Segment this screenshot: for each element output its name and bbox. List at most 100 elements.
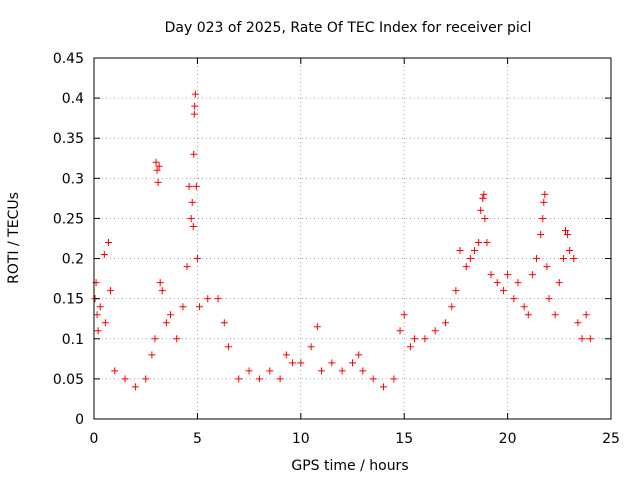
data-point	[220, 319, 228, 327]
data-point	[162, 319, 170, 327]
data-point	[493, 279, 501, 287]
data-point	[380, 383, 388, 391]
x-tick-label: 5	[193, 431, 202, 447]
data-point	[195, 303, 203, 311]
data-point	[574, 319, 582, 327]
data-point	[396, 327, 404, 335]
data-point	[214, 295, 222, 303]
data-point	[390, 375, 398, 383]
data-point	[187, 214, 195, 222]
data-point	[566, 247, 574, 255]
y-tick-label: 0.35	[53, 131, 84, 147]
data-point	[188, 198, 196, 206]
data-point	[541, 190, 549, 198]
data-point	[104, 239, 112, 247]
data-point	[204, 295, 212, 303]
y-tick-label: 0	[75, 412, 84, 428]
data-point	[578, 335, 586, 343]
grid-lines	[94, 58, 611, 419]
x-tick-label: 15	[395, 431, 413, 447]
data-point	[551, 311, 559, 319]
data-point	[570, 255, 578, 263]
data-point	[307, 343, 315, 351]
data-point	[540, 198, 548, 206]
data-point	[448, 303, 456, 311]
data-point	[167, 311, 175, 319]
data-point	[179, 303, 187, 311]
data-point	[191, 90, 199, 98]
data-point	[510, 295, 518, 303]
data-point	[101, 319, 109, 327]
data-point	[111, 367, 119, 375]
data-point	[559, 255, 567, 263]
data-point	[582, 311, 590, 319]
data-point	[155, 162, 163, 170]
data-point	[406, 343, 414, 351]
data-point	[586, 335, 594, 343]
x-tick-label: 25	[602, 431, 620, 447]
data-point	[153, 166, 161, 174]
data-point	[224, 343, 232, 351]
x-tick-label: 0	[90, 431, 99, 447]
data-point	[190, 150, 198, 158]
data-point	[456, 247, 464, 255]
data-point	[131, 383, 139, 391]
data-point	[562, 226, 570, 234]
data-point	[189, 222, 197, 230]
y-tick-label: 0.45	[53, 51, 84, 67]
data-point	[190, 110, 198, 118]
data-point	[514, 279, 522, 287]
data-point	[193, 255, 201, 263]
y-tick-label: 0.2	[62, 252, 84, 268]
data-point	[431, 327, 439, 335]
data-point	[466, 255, 474, 263]
data-point	[480, 190, 488, 198]
data-point	[266, 367, 274, 375]
data-point	[276, 375, 284, 383]
plot-frame	[93, 57, 612, 420]
data-point	[289, 359, 297, 367]
y-tick-label: 0.15	[53, 292, 84, 308]
data-point	[313, 323, 321, 331]
data-point	[355, 351, 363, 359]
axes	[93, 57, 612, 420]
data-point	[483, 239, 491, 247]
data-point	[533, 255, 541, 263]
data-point	[477, 206, 485, 214]
data-point	[183, 263, 191, 271]
data-point	[359, 367, 367, 375]
data-point	[499, 287, 507, 295]
data-points	[91, 90, 594, 391]
data-point	[192, 182, 200, 190]
data-point	[328, 359, 336, 367]
x-tick-label: 20	[499, 431, 517, 447]
x-tick-label: 10	[292, 431, 310, 447]
data-point	[442, 319, 450, 327]
y-tick-label: 0.4	[62, 91, 84, 107]
data-point	[479, 194, 487, 202]
chart-title: Day 023 of 2025, Rate Of TEC Index for r…	[165, 20, 532, 36]
data-point	[471, 247, 479, 255]
data-point	[94, 327, 102, 335]
data-point	[121, 375, 129, 383]
data-point	[411, 335, 419, 343]
data-point	[96, 303, 104, 311]
data-point	[504, 271, 512, 279]
data-point	[421, 335, 429, 343]
data-point	[235, 375, 243, 383]
data-point	[564, 230, 572, 238]
y-axis-label: ROTI / TECUs	[6, 192, 22, 284]
data-point	[528, 271, 536, 279]
data-point	[154, 178, 162, 186]
data-point	[349, 359, 356, 367]
data-point	[151, 335, 159, 343]
data-point	[452, 287, 460, 295]
y-tick-label: 0.1	[62, 332, 84, 348]
data-point	[100, 251, 108, 259]
data-point	[317, 367, 325, 375]
data-point	[537, 230, 545, 238]
data-point	[539, 214, 547, 222]
data-point	[245, 367, 253, 375]
x-axis-label: GPS time / hours	[291, 458, 408, 474]
